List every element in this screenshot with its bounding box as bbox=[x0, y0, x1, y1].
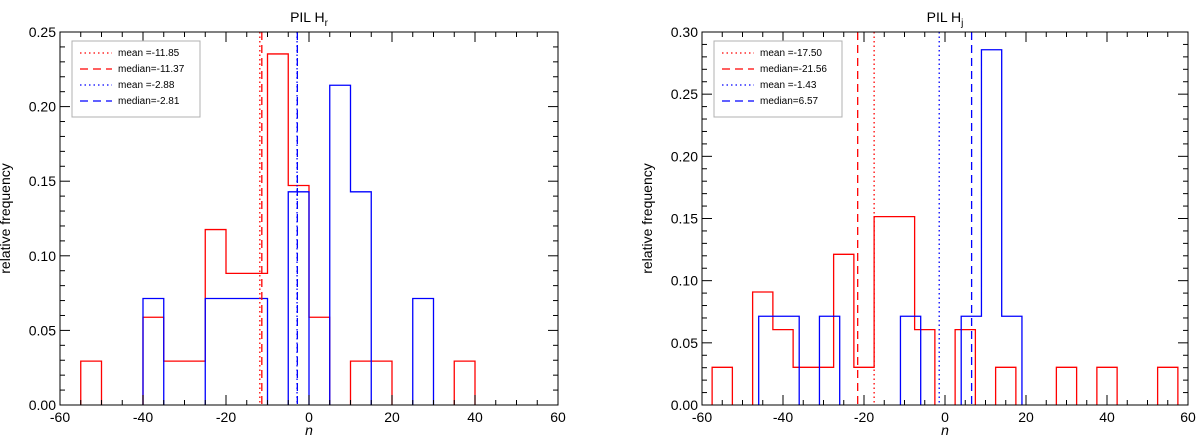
y-tick-label: 0.05 bbox=[671, 335, 698, 351]
x-tick-label: -40 bbox=[773, 409, 793, 425]
chart-title: PIL Hj bbox=[927, 9, 964, 29]
y-axis-label: relative frequency bbox=[0, 163, 13, 274]
legend-label: median=-21.56 bbox=[760, 64, 827, 75]
x-tick-label: 0 bbox=[941, 409, 949, 425]
histogram-bar-red-12 bbox=[996, 367, 1016, 405]
histogram-bar-red-6 bbox=[834, 254, 854, 405]
x-tick-label: 40 bbox=[1099, 409, 1115, 425]
y-tick-label: 0.00 bbox=[671, 397, 698, 413]
histogram-bar-red-13 bbox=[454, 361, 475, 405]
legend-label: mean =-2.88 bbox=[118, 80, 175, 91]
histogram-bar-red-6 bbox=[226, 273, 247, 405]
histogram-bar-blue-7 bbox=[1002, 316, 1022, 405]
histogram-bar-red-11 bbox=[351, 361, 372, 405]
histogram-blue-series bbox=[142, 84, 435, 405]
histogram-bar-red-2 bbox=[143, 317, 164, 405]
histogram-bar-red-2 bbox=[753, 292, 773, 405]
legend-label: mean =-11.85 bbox=[118, 48, 180, 59]
legend-label: mean =-17.50 bbox=[760, 48, 822, 59]
y-tick-label: 0.25 bbox=[29, 24, 56, 40]
legend: mean =-17.50 median=-21.56 mean =-1.43 medi… bbox=[713, 40, 843, 118]
histogram-bar-blue-6 bbox=[981, 50, 1001, 405]
histogram-bar-blue-6 bbox=[330, 85, 351, 405]
histogram-bar-blue-2 bbox=[205, 298, 226, 405]
histogram-bar-red-3 bbox=[164, 361, 185, 405]
x-tick-label: 60 bbox=[550, 409, 566, 425]
histogram-bar-blue-1 bbox=[143, 298, 164, 405]
x-axis-label: η bbox=[305, 422, 313, 435]
histogram-bar-blue-4 bbox=[247, 298, 268, 405]
legend-box bbox=[713, 40, 843, 118]
histogram-bar-red-15 bbox=[1158, 367, 1178, 405]
histogram-bar-red-11 bbox=[955, 330, 975, 405]
x-tick-label: 40 bbox=[467, 409, 483, 425]
x-tick-label: 60 bbox=[1180, 409, 1196, 425]
y-tick-label: 0.20 bbox=[29, 99, 56, 115]
y-axis-label: relative frequency bbox=[639, 163, 655, 274]
legend: mean =-11.85 median=-11.37 mean =-2.88 medi… bbox=[71, 40, 201, 118]
histogram-bar-red-8 bbox=[874, 217, 894, 405]
histogram-bar-blue-3 bbox=[819, 316, 839, 405]
y-tick-label: 0.20 bbox=[671, 148, 698, 164]
histogram-bar-red-1 bbox=[81, 361, 102, 405]
chart-panel-2: -60 -40 -20 0 20 40 60 0.00 0.05 0.10 0.15 0.20 0.25… bbox=[639, 9, 1196, 435]
y-tick-label: 0.05 bbox=[29, 322, 56, 338]
legend-label: median=-2.81 bbox=[118, 96, 180, 107]
x-tick-label: -20 bbox=[216, 409, 236, 425]
x-tick-label: -20 bbox=[854, 409, 874, 425]
histogram-bar-blue-8 bbox=[413, 298, 434, 405]
histogram-bar-blue-7 bbox=[351, 192, 372, 405]
histogram-bar-blue-3 bbox=[226, 298, 247, 405]
histogram-bar-red-3 bbox=[773, 330, 793, 405]
histogram-bar-red-9 bbox=[894, 217, 914, 405]
y-tick-label: 0.10 bbox=[29, 248, 56, 264]
y-tick-label: 0.15 bbox=[29, 173, 56, 189]
histogram-bar-red-1 bbox=[712, 367, 732, 405]
histogram-bar-red-13 bbox=[1056, 367, 1076, 405]
y-tick-label: 0.25 bbox=[671, 86, 698, 102]
histogram-red-series bbox=[711, 215, 1179, 405]
x-axis-label: η bbox=[941, 422, 949, 435]
histogram-bar-red-10 bbox=[309, 317, 330, 405]
histogram-bar-red-5 bbox=[813, 367, 833, 405]
y-tick-label: 0.10 bbox=[671, 273, 698, 289]
x-tick-label: -60 bbox=[692, 409, 712, 425]
legend-label: median=-11.37 bbox=[118, 64, 185, 75]
legend-label: mean =-1.43 bbox=[760, 80, 817, 91]
x-tick-label: -60 bbox=[50, 409, 70, 425]
legend-box bbox=[71, 40, 201, 118]
chart-panel-1: -60 -40 -20 0 20 40 60 0.00 0.05 0.10 0.15 0.20 0.25… bbox=[0, 9, 566, 435]
y-tick-label: 0.30 bbox=[671, 24, 698, 40]
chart-title-subscript: j bbox=[960, 18, 963, 29]
chart-title-main: PIL H bbox=[290, 9, 325, 25]
histogram-blue-series bbox=[758, 49, 1023, 405]
histogram-bar-red-8 bbox=[268, 54, 289, 405]
legend-label: median=6.57 bbox=[760, 96, 819, 107]
y-tick-label: 0.15 bbox=[671, 211, 698, 227]
histogram-bar-red-12 bbox=[371, 361, 392, 405]
chart-title: PIL Hr bbox=[290, 9, 329, 29]
x-tick-label: -40 bbox=[133, 409, 153, 425]
histogram-red-series bbox=[80, 53, 476, 405]
x-tick-label: 0 bbox=[305, 409, 313, 425]
histogram-bar-red-9 bbox=[288, 186, 309, 405]
histogram-bar-red-5 bbox=[205, 230, 226, 405]
y-tick-label: 0.00 bbox=[29, 397, 56, 413]
histogram-bar-red-4 bbox=[185, 361, 206, 405]
x-tick-label: 20 bbox=[384, 409, 400, 425]
chart-title-subscript: r bbox=[325, 18, 329, 29]
histogram-bar-red-4 bbox=[793, 367, 813, 405]
histogram-bar-blue-5 bbox=[288, 192, 309, 405]
histogram-bar-red-7 bbox=[247, 273, 268, 405]
histogram-bar-red-10 bbox=[915, 330, 935, 405]
x-tick-label: 20 bbox=[1018, 409, 1034, 425]
chart-title-main: PIL H bbox=[927, 9, 962, 25]
